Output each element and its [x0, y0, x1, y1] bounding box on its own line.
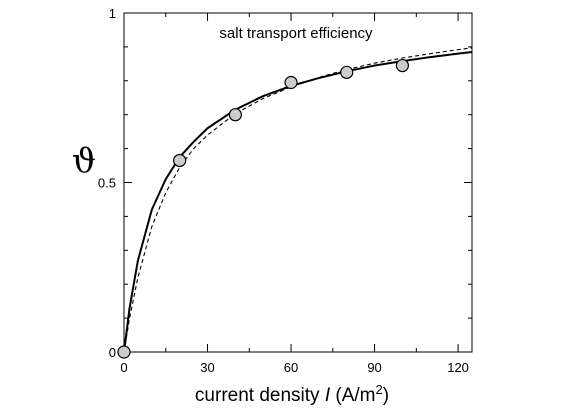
y-tick-label: 1 — [109, 6, 116, 21]
y-axis-label: ϑ — [72, 141, 96, 181]
data-point — [117, 345, 131, 359]
plot-area — [123, 12, 473, 353]
x-tick-label: 0 — [120, 360, 127, 375]
data-point — [228, 108, 242, 122]
solid-fit-line — [123, 50, 473, 353]
x-tick-label: 30 — [200, 360, 214, 375]
x-axis-label-symbol: I — [325, 385, 331, 406]
data-point — [395, 58, 409, 73]
major-ticks — [123, 12, 472, 353]
data-point — [340, 65, 354, 79]
x-axis-label: current density I (A/m2) — [195, 382, 389, 406]
x-tick-label: 120 — [447, 360, 469, 375]
data-point — [284, 75, 298, 90]
x-axis-label-main: current density — [195, 385, 325, 406]
x-axis-label-unit-close: ) — [383, 385, 389, 406]
dashed-fit-line — [123, 47, 473, 353]
y-tick-label: 0 — [109, 345, 116, 360]
x-axis-label-superscript: 2 — [376, 382, 383, 397]
x-tick-label: 90 — [367, 360, 381, 375]
y-tick-label: 0.5 — [98, 176, 116, 191]
data-points — [117, 58, 409, 359]
plot-frame — [123, 12, 473, 353]
x-tick-label: 60 — [284, 360, 298, 375]
x-axis-label-unit: (A/m — [330, 385, 375, 406]
chart-title: salt transport efficiency — [219, 25, 373, 42]
series-lines — [123, 47, 473, 353]
minor-ticks — [124, 13, 472, 352]
tick-labels: 0 30 60 90 120 0 0.5 1 — [98, 6, 469, 375]
data-point — [173, 153, 187, 168]
